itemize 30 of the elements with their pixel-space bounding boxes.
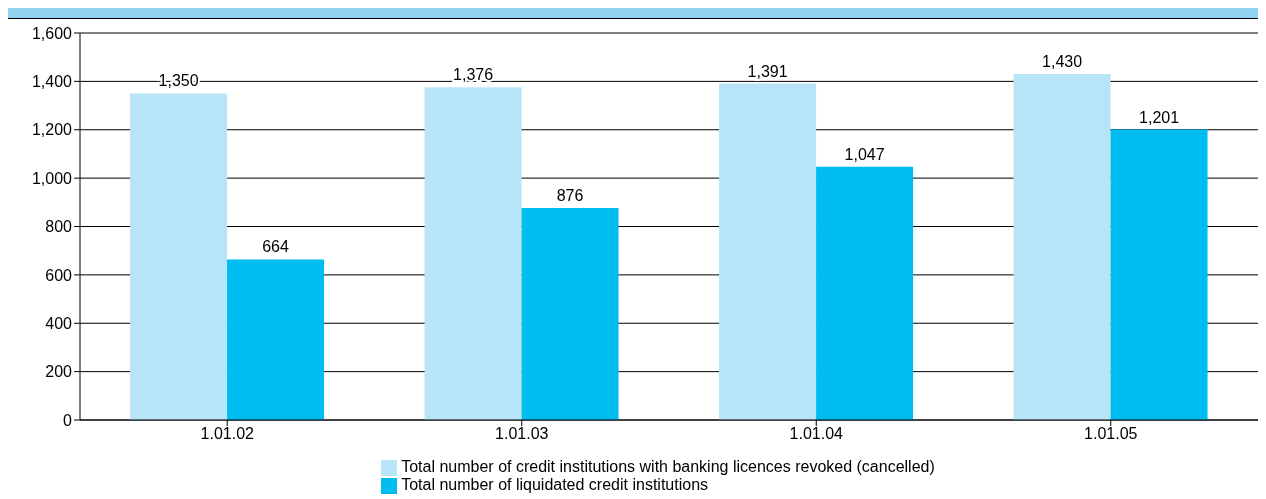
bar [521, 208, 619, 420]
bar [1013, 74, 1111, 420]
y-tick-label: 800 [45, 218, 73, 236]
data-label: 1,376 [453, 66, 494, 84]
bar [719, 83, 817, 420]
y-tick-label: 200 [45, 363, 73, 381]
x-tick-label: 1.01.02 [200, 425, 255, 443]
y-tick-label: 1,400 [31, 73, 73, 91]
y-tick-label: 1,000 [31, 169, 73, 187]
bar [816, 166, 914, 420]
x-tick-label: 1.01.05 [1084, 425, 1138, 443]
bar [1110, 129, 1208, 420]
legend-label: Total number of liquidated credit institutions [401, 476, 709, 493]
x-tick-label: 1.01.03 [495, 425, 549, 443]
y-tick-label: 400 [45, 314, 73, 332]
y-tick-label: 0 [63, 411, 73, 429]
bar [130, 93, 228, 420]
data-label: 876 [556, 187, 584, 205]
y-tick-label: 1,200 [31, 121, 73, 139]
data-label: 1,047 [844, 145, 885, 163]
x-tick-label: 1.01.04 [789, 425, 844, 443]
data-label: 664 [262, 238, 290, 256]
data-label: 1,201 [1139, 108, 1180, 126]
data-label: 1,391 [747, 62, 788, 80]
legend-label: Total number of credit institutions with banking licences revoked (cancelled) [401, 458, 935, 475]
bar [227, 259, 325, 420]
y-tick-label: 600 [45, 266, 73, 284]
bar [424, 87, 522, 420]
y-tick-label: 1,600 [31, 24, 73, 42]
data-label: 1,430 [1042, 53, 1083, 71]
